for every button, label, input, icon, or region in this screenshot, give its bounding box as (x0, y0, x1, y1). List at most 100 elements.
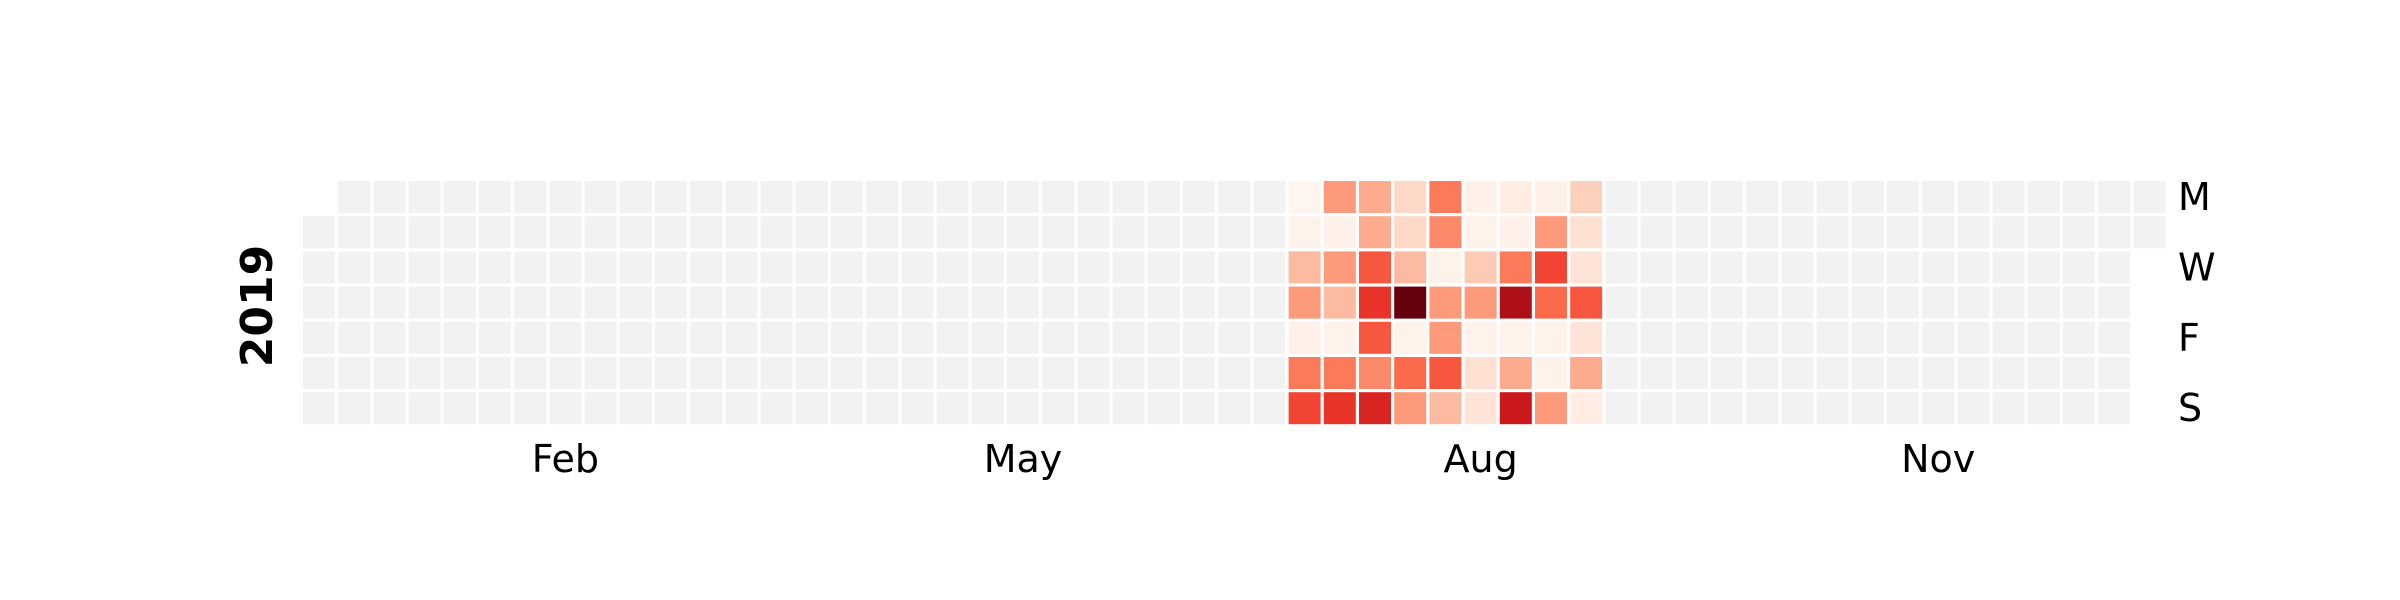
heatmap-cell (831, 181, 863, 213)
heatmap-cell (1183, 321, 1215, 354)
heatmap-cell (971, 286, 1004, 319)
heatmap-cell (1323, 286, 1356, 319)
heatmap-cell (619, 216, 652, 249)
heatmap-cell (1781, 392, 1814, 425)
heatmap-cell (1429, 286, 1462, 319)
heatmap-cell (1183, 392, 1215, 425)
heatmap-cell (1218, 181, 1251, 213)
heatmap-cell (1711, 357, 1743, 389)
heatmap-cell (1535, 216, 1567, 249)
heatmap-cell (2063, 321, 2095, 354)
heatmap-cell (1711, 181, 1743, 213)
heatmap-cell (1570, 216, 1603, 249)
heatmap-cell (1781, 286, 1814, 319)
heatmap-cell (1816, 286, 1849, 319)
heatmap-cell (831, 392, 863, 425)
heatmap-cell (1464, 216, 1497, 249)
heatmap-cell (1922, 216, 1955, 249)
heatmap-cell (1007, 357, 1039, 389)
heatmap-cell (1042, 181, 1075, 213)
heatmap-cell (1007, 286, 1039, 319)
heatmap-cell (408, 251, 441, 284)
heatmap-cell (1640, 286, 1673, 319)
heatmap-cell (479, 357, 511, 389)
heatmap-cell (1957, 321, 1990, 354)
heatmap-cell (514, 392, 547, 425)
heatmap-cell (1887, 181, 1919, 213)
heatmap-cell (1288, 181, 1321, 213)
heatmap-cell (1253, 392, 1286, 425)
heatmap-cell (303, 357, 335, 389)
heatmap-cell (760, 251, 793, 284)
heatmap-cell (584, 286, 617, 319)
heatmap-cell (1147, 286, 1180, 319)
heatmap-cell (936, 181, 969, 213)
heatmap-cell (690, 392, 723, 425)
heatmap-cell (619, 321, 652, 354)
heatmap-cell (1359, 216, 1391, 249)
heatmap-cell (831, 357, 863, 389)
heatmap-cell (1640, 216, 1673, 249)
heatmap-cell (408, 392, 441, 425)
month-label-nov: Nov (1901, 437, 1975, 481)
heatmap-cell (1429, 392, 1462, 425)
heatmap-cell (549, 321, 582, 354)
heatmap-cell (1957, 392, 1990, 425)
heatmap-cell (1816, 321, 1849, 354)
heatmap-cell (1183, 216, 1215, 249)
heatmap-cell (831, 286, 863, 319)
heatmap-cell (514, 251, 547, 284)
heatmap-cell (1464, 392, 1497, 425)
heatmap-cell (1605, 251, 1638, 284)
heatmap-cell (1429, 251, 1462, 284)
heatmap-cell (2027, 251, 2060, 284)
heatmap-cell (584, 181, 617, 213)
heatmap-cell (514, 321, 547, 354)
heatmap-cell (1429, 181, 1462, 213)
heatmap-cell (1711, 216, 1743, 249)
heatmap-cell (373, 321, 406, 354)
heatmap-cell (1992, 392, 2025, 425)
heatmap-cell (2098, 251, 2131, 284)
heatmap-cell (1183, 251, 1215, 284)
heatmap-cell (1640, 181, 1673, 213)
heatmap-cell (795, 181, 828, 213)
heatmap-cell (1112, 392, 1145, 425)
heatmap-cell (725, 251, 758, 284)
heatmap-cell (901, 321, 934, 354)
heatmap-cell (1499, 321, 1532, 354)
heatmap-cell (1042, 251, 1075, 284)
heatmap-cell (795, 286, 828, 319)
heatmap-cell (443, 357, 476, 389)
heatmap-cell (1112, 216, 1145, 249)
heatmap-cell (1851, 357, 1884, 389)
weekday-label-1: W (2178, 245, 2216, 289)
heatmap-cell (1605, 286, 1638, 319)
heatmap-cells (303, 181, 2166, 425)
heatmap-cell (549, 216, 582, 249)
heatmap-cell (443, 181, 476, 213)
heatmap-cell (2063, 392, 2095, 425)
heatmap-cell (373, 181, 406, 213)
heatmap-cell (1781, 357, 1814, 389)
heatmap-cell (1922, 357, 1955, 389)
heatmap-cell (1007, 216, 1039, 249)
heatmap-cell (1394, 357, 1427, 389)
heatmap-cell (1218, 251, 1251, 284)
heatmap-cell (655, 181, 687, 213)
heatmap-cell (1570, 392, 1603, 425)
heatmap-cell (1359, 181, 1391, 213)
heatmap-cell (2063, 357, 2095, 389)
heatmap-cell (971, 392, 1004, 425)
heatmap-cell (1746, 251, 1779, 284)
heatmap-cell (1746, 216, 1779, 249)
heatmap-cell (901, 216, 934, 249)
heatmap-cell (1499, 357, 1532, 389)
heatmap-cell (1640, 251, 1673, 284)
heatmap-cell (1323, 321, 1356, 354)
heatmap-cell (1570, 181, 1603, 213)
heatmap-cell (1675, 392, 1708, 425)
heatmap-cell (1007, 251, 1039, 284)
